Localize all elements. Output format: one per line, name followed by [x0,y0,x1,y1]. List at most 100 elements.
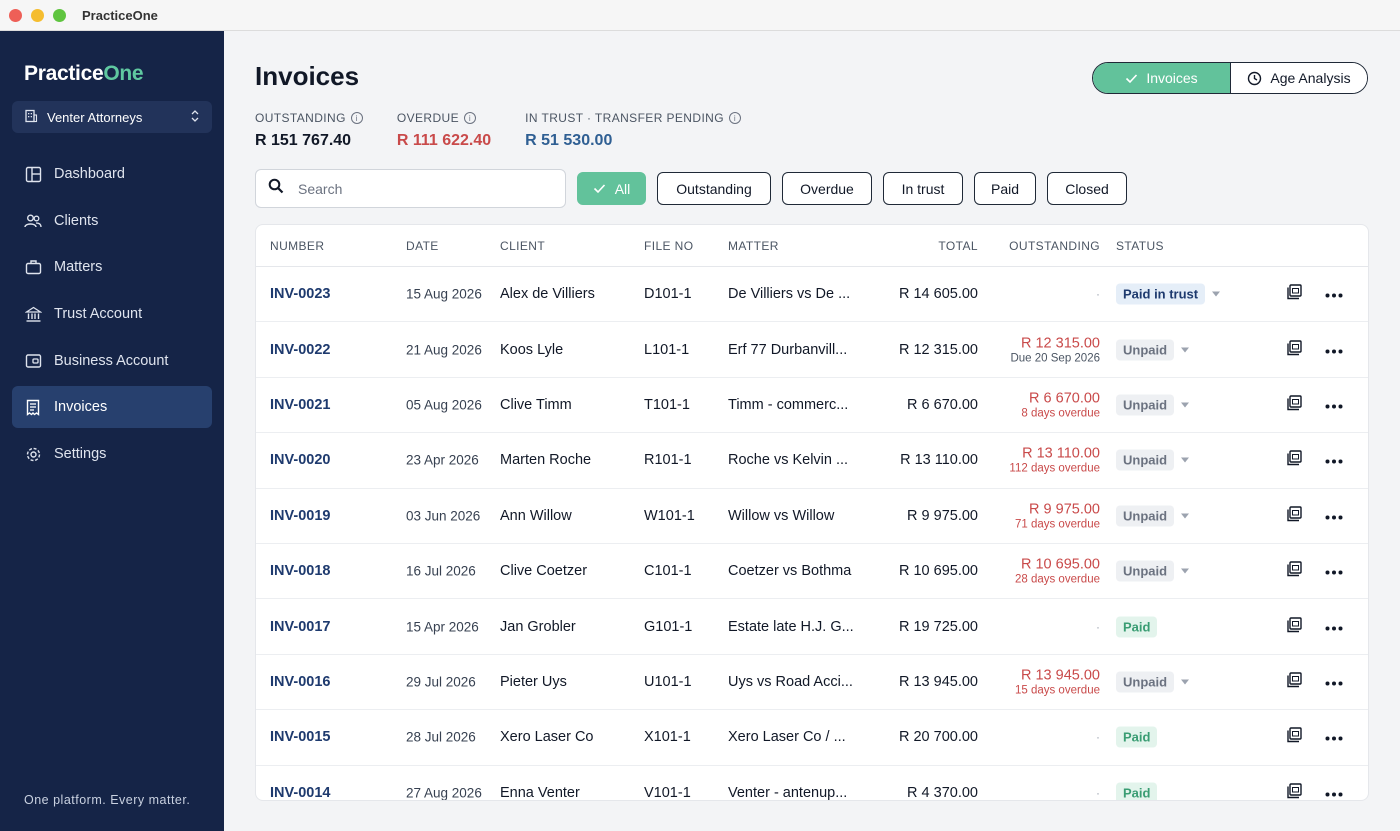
pdf-icon[interactable] [1286,450,1303,471]
client-name: Clive Coetzer [500,563,588,580]
invoice-number-link[interactable]: INV-0022 [270,341,331,358]
more-options-icon[interactable] [1325,729,1343,745]
invoice-number-link[interactable]: INV-0015 [270,729,331,746]
more-options-icon[interactable] [1325,785,1343,800]
table-row[interactable]: INV-0022 21 Aug 2026 Koos Lyle L101-1 Erf 77… [256,322,1368,378]
invoice-total: R 13 110.00 [900,452,978,469]
filter-paid[interactable]: Paid [974,172,1036,205]
table-row[interactable]: INV-0021 05 Aug 2026 Clive Timm T101-1 Timm … [256,378,1368,434]
logo-text-practice: Practice [24,62,104,85]
pdf-icon[interactable] [1286,671,1303,692]
filter-all-label: All [614,180,631,197]
caret-down-icon [1181,568,1190,574]
more-options-icon[interactable] [1325,286,1343,302]
table-row[interactable]: INV-0015 28 Jul 2026 Xero Laser Co X101-1 Xe… [256,710,1368,766]
invoice-number-link[interactable]: INV-0018 [270,563,331,580]
table-row[interactable]: INV-0016 29 Jul 2026 Pieter Uys U101-1 Uys v… [256,655,1368,711]
column-header-total[interactable]: TOTAL [938,239,978,253]
bank-icon [24,305,42,323]
status-badge: Paid [1116,616,1158,638]
close-window-button[interactable] [9,9,22,22]
info-icon[interactable]: i [464,112,476,124]
filter-all[interactable]: All [577,172,646,205]
invoice-number-link[interactable]: INV-0019 [270,507,331,524]
more-options-icon[interactable] [1325,674,1343,690]
more-options-icon[interactable] [1325,563,1343,579]
outstanding-cell: · [1096,729,1100,745]
pdf-icon[interactable] [1286,394,1303,415]
pdf-icon[interactable] [1286,284,1303,305]
sidebar-item-business-account[interactable]: Business Account [12,340,212,382]
caret-down-icon [1181,457,1190,463]
invoice-number-link[interactable]: INV-0017 [270,618,331,635]
pdf-icon[interactable] [1286,561,1303,582]
table-row[interactable]: INV-0019 03 Jun 2026 Ann Willow W101-1 Willo… [256,489,1368,544]
column-header-matter[interactable]: MATTER [728,239,779,253]
column-header-file-no[interactable]: FILE NO [644,239,694,253]
filter-closed[interactable]: Closed [1047,172,1127,205]
invoice-number-link[interactable]: INV-0016 [270,673,331,690]
filter-in-trust[interactable]: In trust [883,172,963,205]
table-row[interactable]: INV-0017 15 Apr 2026 Jan Grobler G101-1 Esta… [256,599,1368,655]
app-logo: PracticeOne [24,62,144,86]
info-icon[interactable]: i [350,112,363,124]
clock-icon [1247,71,1262,86]
sidebar-item-settings[interactable]: Settings [12,433,212,475]
status-dropdown[interactable]: Paid in trust [1116,283,1221,305]
pdf-icon[interactable] [1286,339,1303,360]
outstanding-amount: R 13 945.00 [1020,667,1100,684]
table-row[interactable]: INV-0020 23 Apr 2026 Marten Roche R101-1 Roc… [256,433,1368,489]
more-options-icon[interactable] [1325,619,1343,635]
invoices-view-button[interactable]: Invoices [1093,63,1231,93]
more-options-icon[interactable] [1325,508,1343,524]
table-row[interactable]: INV-0014 27 Aug 2026 Enna Venter V101-1 Vent… [256,766,1368,801]
filter-overdue[interactable]: Overdue [782,172,872,205]
column-header-date[interactable]: DATE [406,239,439,253]
sidebar-item-trust-account[interactable]: Trust Account [12,293,212,335]
more-options-icon[interactable] [1325,397,1343,413]
outstanding-amount: · [1096,287,1100,302]
organization-switcher[interactable]: Venter Attorneys [12,101,212,133]
status-dropdown[interactable]: Unpaid [1116,671,1190,693]
invoice-number-link[interactable]: INV-0021 [270,396,331,413]
sidebar-item-dashboard[interactable]: Dashboard [12,153,212,195]
column-header-status[interactable]: STATUS [1116,239,1164,253]
more-options-icon[interactable] [1325,342,1343,358]
status-dropdown[interactable]: Unpaid [1116,449,1190,471]
invoice-date: 21 Aug 2026 [406,342,482,358]
pdf-icon[interactable] [1286,616,1303,637]
client-name: Alex de Villiers [500,286,595,303]
invoice-number-link[interactable]: INV-0023 [270,286,331,303]
more-options-icon[interactable] [1325,452,1343,468]
invoice-number-link[interactable]: INV-0020 [270,452,331,469]
status-dropdown[interactable]: Unpaid [1116,560,1190,582]
invoice-number-link[interactable]: INV-0014 [270,784,331,801]
column-header-outstanding[interactable]: OUTSTANDING [1009,239,1100,253]
search-input[interactable] [298,180,538,197]
age-analysis-view-button[interactable]: Age Analysis [1231,63,1367,93]
outstanding-amount: R 6 670.00 [1029,390,1100,407]
matter-name: Erf 77 Durbanvill... [728,341,848,358]
status-dropdown[interactable]: Unpaid [1116,394,1190,416]
sidebar-item-invoices[interactable]: Invoices [12,386,212,429]
status-badge: Paid [1116,726,1158,748]
info-icon[interactable]: i [728,112,741,124]
pdf-icon[interactable] [1286,505,1303,526]
stat-outstanding-label: OUTSTANDING [255,111,346,125]
pdf-icon[interactable] [1286,727,1303,748]
minimize-window-button[interactable] [31,9,44,22]
caret-down-icon [1212,291,1221,297]
status-dropdown[interactable]: Unpaid [1116,339,1190,361]
table-row[interactable]: INV-0018 16 Jul 2026 Clive Coetzer C101-1 Co… [256,544,1368,600]
invoice-date: 05 Aug 2026 [406,397,482,413]
status-dropdown[interactable]: Unpaid [1116,505,1190,527]
column-header-client[interactable]: CLIENT [500,239,546,253]
table-row[interactable]: INV-0023 15 Aug 2026 Alex de Villiers D101-… [256,267,1368,323]
sidebar-item-matters[interactable]: Matters [12,246,212,288]
status-dropdown: Paid [1116,782,1158,800]
pdf-icon[interactable] [1286,782,1303,800]
filter-outstanding[interactable]: Outstanding [657,172,771,205]
zoom-window-button[interactable] [53,9,66,22]
sidebar-item-clients[interactable]: Clients [12,200,212,242]
column-header-number[interactable]: NUMBER [270,239,325,253]
